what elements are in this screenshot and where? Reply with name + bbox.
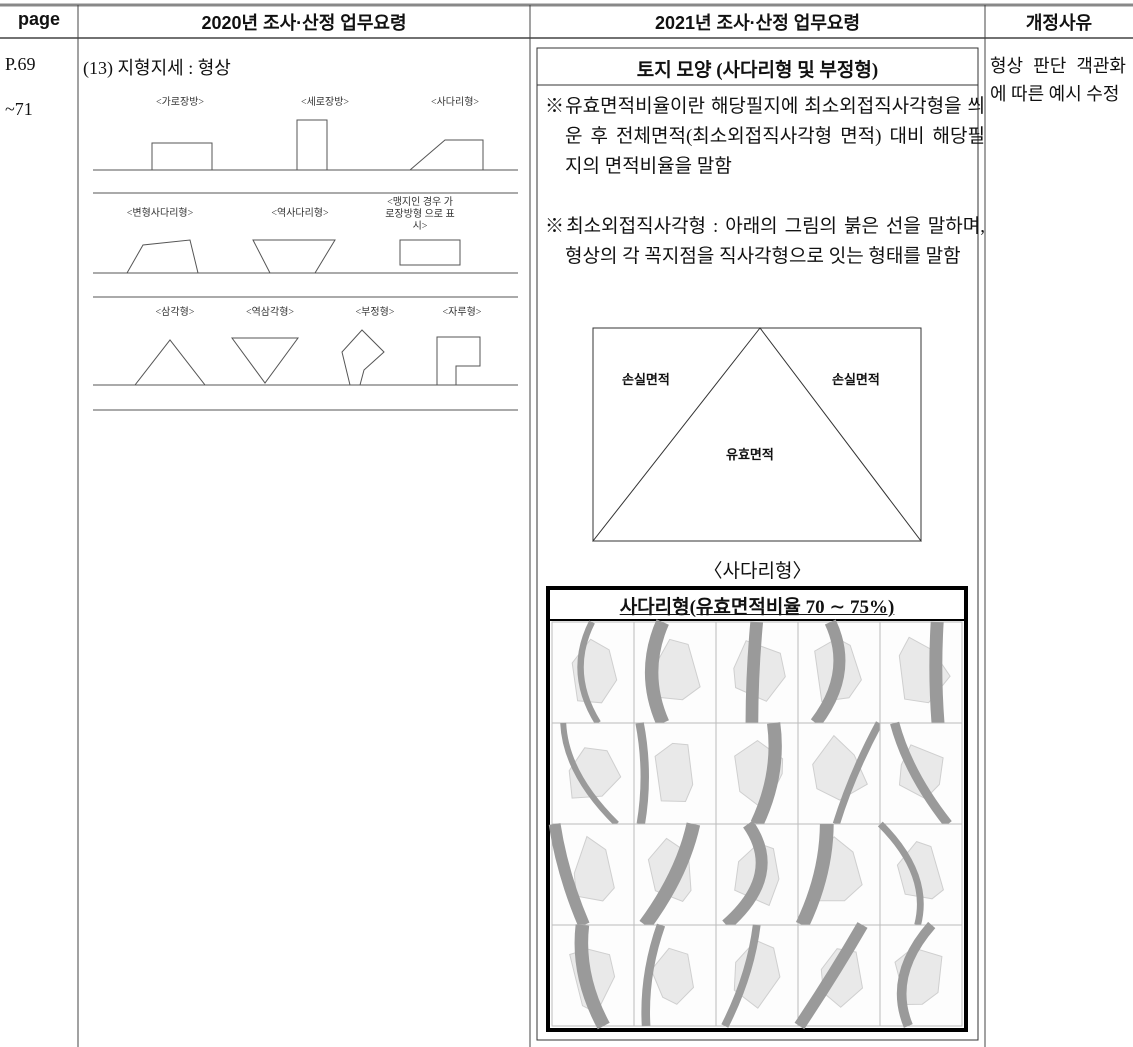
road <box>635 722 649 825</box>
diagram-label: 손실면적 <box>622 372 670 387</box>
shape-label: <가로장방> <box>155 97 205 108</box>
road <box>795 823 834 928</box>
road <box>877 821 924 926</box>
shape-label: <사다리형> <box>430 97 480 108</box>
reason: 형상 판단 객관화에 따른 예시 수정 <box>990 56 1126 104</box>
road <box>574 924 610 1030</box>
road <box>722 820 768 930</box>
shape-label: <자루형> <box>442 307 482 318</box>
photo-title: 사다리형(유효면적비율 70 ∼ 75%) <box>619 597 895 618</box>
parcel <box>573 835 615 902</box>
box-title: 토지 모양 (사다리형 및 부정형) <box>636 60 879 81</box>
road <box>794 922 868 1030</box>
shape-examples <box>93 119 518 411</box>
parcel <box>820 948 864 1008</box>
road <box>750 722 782 827</box>
header-cell: 개정사유 <box>1025 13 1093 33</box>
header-cell: page <box>17 9 60 29</box>
road <box>896 921 936 1028</box>
road <box>929 621 945 724</box>
note: ※최소외접직사각형 : 아래의 그림의 붉은 선을 말하며, 형상의 각 꼭지점… <box>545 216 985 267</box>
note: ※유효면적비율이란 해당필지에 최소외접직사각형을 씌운 후 전체면적(최소외접… <box>545 96 985 177</box>
shape-label: <맹지인 경우 가로장방형 으로 표시> <box>385 197 455 232</box>
shape-label: <역사다리형> <box>271 208 329 219</box>
header-cell: 2021년 조사·산정 업무요령 <box>654 13 861 33</box>
parcel <box>733 939 781 1009</box>
road <box>721 924 761 1028</box>
parcel <box>654 742 694 803</box>
road <box>745 621 764 724</box>
road <box>645 619 669 726</box>
road <box>832 721 883 826</box>
diagram-label: 유효면적 <box>726 447 774 462</box>
heading: (13) 지형지세 : 형상 <box>83 58 231 78</box>
road <box>890 721 952 827</box>
page-ref: ~71 <box>5 99 33 119</box>
shape-label: <부정형> <box>355 307 395 318</box>
box <box>536 47 979 1041</box>
photo-grid <box>548 619 963 1030</box>
shape-label: <변형사다리형> <box>126 208 194 219</box>
shape-label: <세로장방> <box>300 97 350 108</box>
triangle <box>591 327 923 542</box>
page-ref: P.69 <box>5 54 36 74</box>
road <box>639 822 701 930</box>
road <box>577 620 601 725</box>
diagram-label: 손실면적 <box>832 372 880 387</box>
road <box>810 619 846 727</box>
road <box>560 722 619 827</box>
caption: 〈사다리형〉 <box>703 561 812 582</box>
road <box>548 823 590 928</box>
road <box>641 923 666 1027</box>
header-cell: 2020년 조사·산정 업무요령 <box>201 13 407 33</box>
shape-label: <삼각형> <box>155 307 195 318</box>
shape-label: <역삼각형> <box>245 307 295 318</box>
